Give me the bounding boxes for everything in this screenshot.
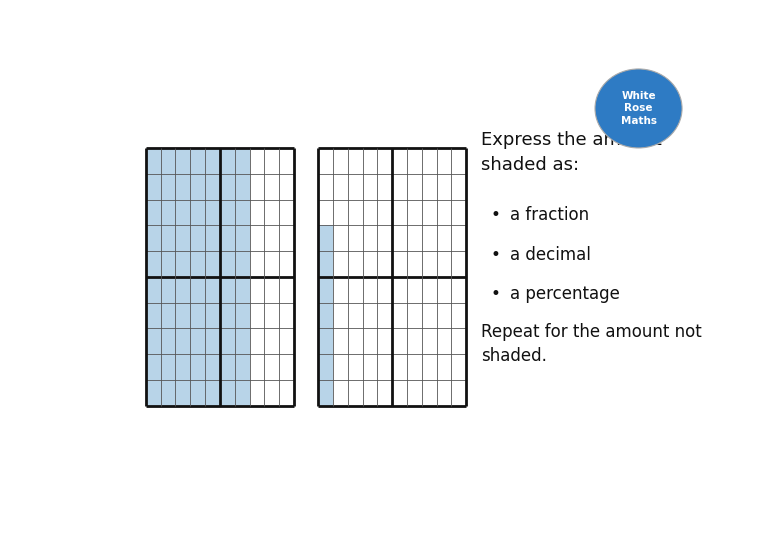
Bar [318, 251, 333, 277]
Ellipse shape [595, 69, 682, 148]
Bar [146, 148, 161, 406]
Bar [235, 148, 250, 406]
Bar [318, 328, 333, 354]
Bar [318, 354, 333, 380]
Text: a percentage: a percentage [510, 285, 620, 303]
Text: Repeat for the amount not
shaded.: Repeat for the amount not shaded. [481, 322, 702, 365]
Text: a fraction: a fraction [510, 206, 590, 224]
Bar [318, 225, 333, 251]
Bar [220, 148, 235, 406]
Text: Express the amount
shaded as:: Express the amount shaded as: [481, 131, 662, 174]
Text: a decimal: a decimal [510, 246, 591, 264]
Bar [318, 302, 333, 328]
Text: •: • [491, 246, 500, 264]
Bar [318, 277, 333, 302]
Bar [318, 380, 333, 406]
Bar [161, 148, 176, 406]
Bar [205, 148, 220, 406]
Text: •: • [491, 206, 500, 224]
Text: •: • [491, 285, 500, 303]
Bar [190, 148, 205, 406]
Bar [176, 148, 190, 406]
Text: White
Rose
Maths: White Rose Maths [621, 91, 657, 126]
